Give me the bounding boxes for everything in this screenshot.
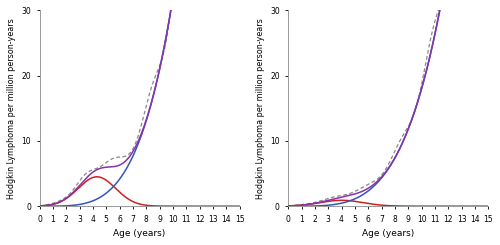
Y-axis label: Hodgkin Lymphoma per million person-years: Hodgkin Lymphoma per million person-year… — [256, 18, 264, 199]
X-axis label: Age (years): Age (years) — [362, 229, 414, 238]
Y-axis label: Hodgkin Lymphoma per million person-years: Hodgkin Lymphoma per million person-year… — [7, 18, 16, 199]
X-axis label: Age (years): Age (years) — [114, 229, 166, 238]
